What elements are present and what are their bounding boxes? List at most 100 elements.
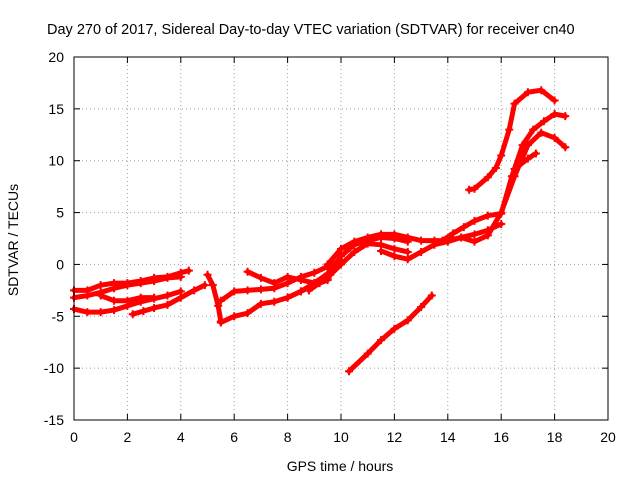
data-point (550, 133, 559, 142)
data-point (417, 302, 426, 311)
data-point (296, 275, 305, 284)
data-point (377, 246, 386, 255)
data-point (270, 279, 279, 288)
series-arc-6 (203, 270, 225, 326)
data-point (483, 231, 492, 240)
data-point (200, 281, 209, 290)
series-arc-5 (96, 291, 159, 305)
chart-title: Day 270 of 2017, Sidereal Day-to-day VTE… (47, 22, 575, 38)
series-line (285, 234, 411, 301)
data-point (510, 165, 519, 174)
data-point (345, 367, 354, 376)
data-point (510, 99, 519, 108)
data-point (390, 324, 399, 333)
y-tick-label: 15 (48, 101, 64, 117)
data-point (163, 300, 172, 309)
data-point (561, 112, 570, 121)
data-point (537, 86, 546, 95)
series-layer (70, 86, 570, 376)
y-tick-label: -15 (44, 412, 64, 428)
data-point (337, 244, 345, 253)
data-point (449, 229, 458, 238)
data-point (184, 266, 193, 275)
data-point (216, 296, 225, 305)
x-tick-label: 6 (230, 429, 238, 445)
data-point (243, 267, 252, 276)
y-tick-label: -10 (44, 360, 64, 376)
x-axis-label: GPS time / hours (287, 458, 394, 474)
data-point (390, 252, 399, 261)
grid-layer (74, 57, 608, 420)
data-point (83, 291, 92, 300)
series-line (466, 87, 558, 193)
y-tick-label: 5 (56, 205, 64, 221)
data-point (507, 172, 516, 181)
data-point (497, 151, 506, 160)
series-arc-13 (377, 128, 570, 264)
data-point (470, 216, 479, 225)
data-point (390, 230, 399, 239)
series-arc-16 (510, 149, 540, 174)
data-point (417, 247, 426, 256)
data-point (230, 287, 239, 296)
data-point (427, 291, 436, 300)
data-point (176, 272, 185, 281)
data-point (283, 272, 292, 281)
data-point (523, 154, 532, 163)
axes-layer: 0 2 4 6 8 10 12 14 16 18 20 -15 -10 -5 0 5 10 15 20 (44, 49, 616, 445)
data-point (110, 306, 119, 315)
x-tick-label: 4 (177, 429, 185, 445)
data-point (505, 125, 514, 134)
data-point (518, 141, 527, 150)
data-point (377, 336, 386, 345)
series-arc-17 (345, 291, 436, 376)
data-point (438, 236, 447, 245)
data-point (310, 268, 319, 277)
data-point (350, 237, 359, 246)
data-point (459, 223, 468, 232)
series-line (71, 268, 192, 293)
x-tick-label: 12 (387, 429, 403, 445)
data-point (283, 293, 292, 302)
data-point (403, 233, 412, 242)
data-point (270, 297, 279, 306)
data-point (256, 299, 265, 308)
data-point (150, 277, 159, 286)
series-arc-12 (323, 219, 506, 269)
y-tick-label: 20 (48, 49, 64, 65)
data-point (390, 244, 399, 253)
y-tick-label: -5 (52, 308, 65, 324)
x-tick-label: 18 (547, 429, 563, 445)
data-point (470, 237, 479, 246)
data-point (523, 88, 532, 97)
data-point (256, 273, 265, 282)
data-point (483, 173, 492, 182)
data-point (296, 287, 305, 296)
data-point (550, 110, 559, 119)
data-point (337, 252, 345, 261)
data-point (403, 255, 412, 264)
series-arc-1 (70, 266, 193, 295)
series-arc-4 (128, 281, 209, 319)
data-point (243, 286, 252, 295)
data-point (561, 143, 570, 152)
data-point (208, 281, 217, 290)
data-point (256, 285, 265, 294)
data-point (377, 230, 386, 239)
data-point (539, 117, 548, 126)
x-tick-label: 0 (70, 429, 78, 445)
data-point (123, 296, 132, 305)
data-point (483, 211, 492, 220)
y-axis-label: SDTVAR / TECUs (5, 184, 21, 296)
data-point (323, 260, 332, 269)
data-point (470, 184, 479, 193)
data-point (110, 284, 119, 293)
data-point (176, 293, 185, 302)
data-point (403, 316, 412, 325)
series-line (218, 257, 344, 304)
x-tick-label: 20 (600, 429, 616, 445)
data-point (230, 312, 239, 321)
data-point (216, 318, 225, 327)
x-tick-label: 10 (333, 429, 349, 445)
data-point (304, 286, 313, 295)
